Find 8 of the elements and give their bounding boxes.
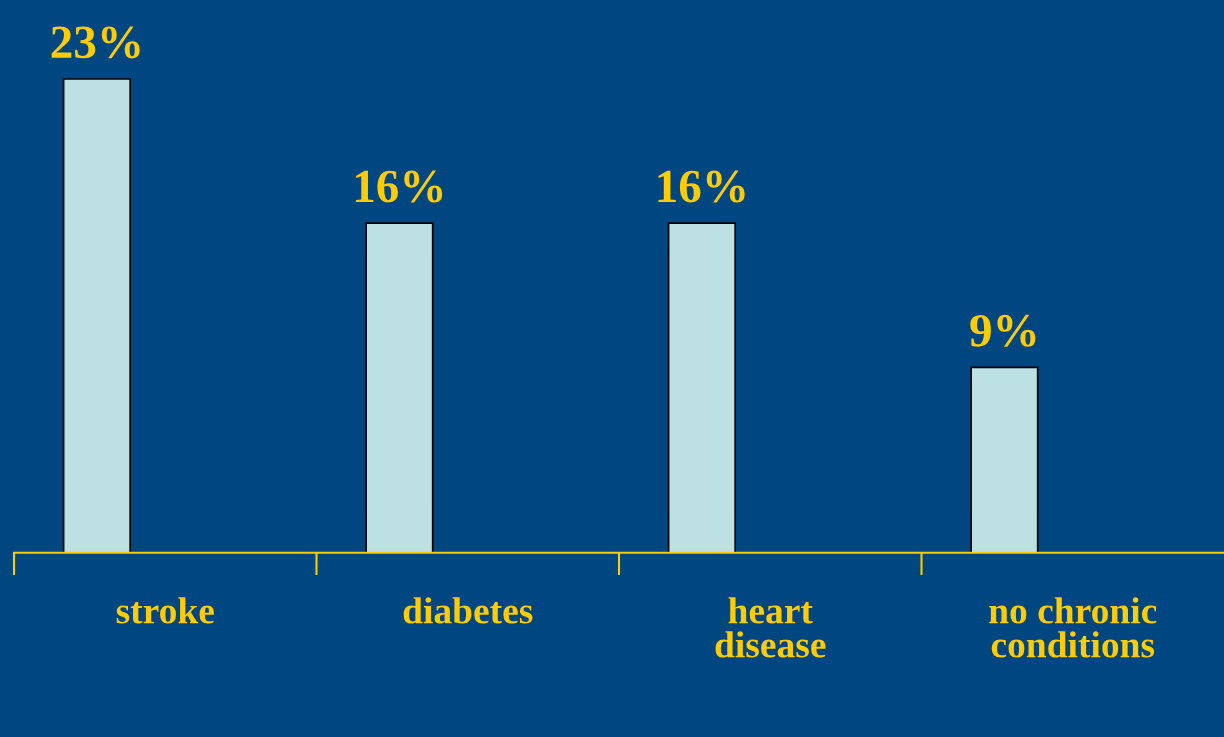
x-tick-label: no chronic conditions xyxy=(989,597,1157,658)
data-label: 16% xyxy=(658,170,745,203)
data-label: 9% xyxy=(970,314,1036,347)
data-label: 23% xyxy=(51,26,140,59)
x-tick-label: heart disease xyxy=(715,597,826,658)
x-tick-label: stroke xyxy=(116,597,214,624)
data-label: 16% xyxy=(355,170,443,203)
x-tick-label: diabetes xyxy=(403,597,533,624)
